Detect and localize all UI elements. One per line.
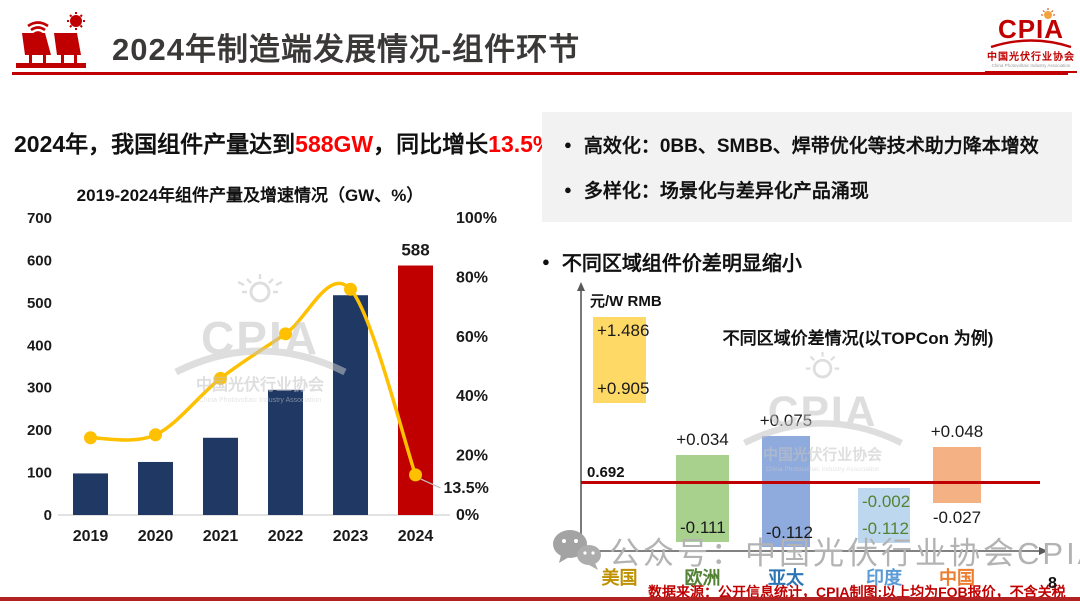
leader-line [420,478,441,489]
bullet-icon: ● [564,137,572,153]
bottom-red-strip [0,597,1080,601]
tech-bullets-box: ● 高效化：0BB、SMBB、焊带优化等技术助力降本增效 ● 多样化：场景化与差… [542,112,1072,222]
solar-panel-icon [16,12,86,68]
left-axis-tick: 0 [44,507,52,524]
region-label-美国: 美国 [601,568,638,588]
bullet-diversification: ● 多样化：场景化与差异化产品涌现 [542,176,1072,203]
growth-point-2021 [214,371,227,385]
x-label-2020: 2020 [138,528,174,545]
bullet-efficiency: ● 高效化：0BB、SMBB、焊带优化等技术助力降本增效 [542,131,1072,158]
price-diff-chart: 元/W RMB 不同区域价差情况(以TOPCon 为例) 0.692 +1.48… [540,280,1080,602]
right-axis-tick: 80% [456,269,488,286]
price-bar-美国 [593,317,646,403]
price-bottom-欧洲: -0.111 [680,518,726,537]
bar-2021 [203,437,238,515]
x-label-2024: 2024 [398,528,434,545]
left-axis-tick: 200 [27,422,52,439]
left-axis-tick: 300 [27,380,52,397]
cpia-logo-cn: 中国光伏行业协会 [987,52,1075,63]
price-chart-axes [577,282,1048,555]
growth-end-label: 13.5% [444,480,489,497]
growth-point-2023 [344,282,357,296]
headline: 2024年，我国组件产量达到588GW，同比增长13.5% [14,125,553,159]
price-axis-unit: 元/W RMB [590,293,662,310]
price-chart-title: 不同区域价差情况(以TOPCon 为例) [722,329,994,348]
baseline-value-label: 0.692 [587,464,625,481]
bar-2019 [73,473,108,515]
growth-point-2020 [149,428,162,442]
price-section-heading: ● 不同区域组件价差明显缩小 [542,247,802,276]
price-top-欧洲: +0.034 [676,430,729,449]
production-chart: 0 100 200 300 400 500 600 700 0% 20% 40% 60% 80% 100%… [27,210,497,545]
bullet-icon: ● [564,181,572,197]
region-label-欧洲: 欧洲 [684,568,721,588]
growth-point-2024 [409,468,422,482]
page-title: 2024年制造端发展情况-组件环节 [112,32,581,67]
cpia-logo-en: China Photovoltaic Industry Association [991,63,1071,68]
x-label-2022: 2022 [268,528,304,545]
x-label-2023: 2023 [333,528,369,545]
price-top-亚太: +0.075 [759,411,813,430]
price-bar-印度 [858,488,910,543]
production-chart-title: 2019-2024年组件产量及增速情况（GW、%） [76,186,424,205]
bar-value-label: 588 [401,241,429,260]
right-axis-tick: 100% [456,210,497,227]
bullet-diversification-text: 多样化：场景化与差异化产品涌现 [583,180,869,202]
headline-part1: 2024年，我国组件产量达到 [14,131,296,157]
x-label-2021: 2021 [203,528,239,545]
price-bar-欧洲 [676,455,729,542]
price-top-印度: -0.002 [862,492,911,511]
price-bottom-中国: -0.027 [932,508,982,527]
price-bar-中国 [933,447,981,503]
bullet-icon: ● [542,254,550,269]
page-number: 8 [1048,575,1057,592]
bar-2023 [333,295,368,515]
region-label-中国: 中国 [939,568,975,588]
left-axis-tick: 600 [27,252,52,269]
left-axis-tick: 700 [27,210,52,227]
price-bar-亚太 [762,436,810,547]
right-axis-tick: 60% [456,329,488,346]
headline-part2: ，同比增长 [373,131,489,157]
right-axis-tick: 40% [456,388,488,405]
x-label-2019: 2019 [73,528,109,545]
svg-text:CPIA: CPIA [998,14,1064,44]
data-source-note: 数据来源：公开信息统计，CPIA制图;以上均为FOB报价，不含关税 [648,584,1066,600]
region-label-印度: 印度 [866,568,902,588]
right-axis-tick: 20% [456,448,488,465]
baseline-line [581,481,1040,484]
header-divider [12,72,1068,75]
growth-point-2019 [84,431,97,445]
price-heading-text: 不同区域组件价差明显缩小 [561,253,802,275]
price-bottom-印度: -0.112 [862,519,909,538]
growth-point-2022 [279,327,292,341]
bar-2022 [268,389,303,515]
price-bottom-美国: +0.905 [597,379,650,398]
cpia-logo: CPIA 中国光伏行业协会 China Photovoltaic Industr… [985,8,1077,73]
cpia-logo-mark: CPIA [990,8,1072,49]
region-label-亚太: 亚太 [768,568,804,588]
bar-2020 [138,461,173,515]
bullet-efficiency-text: 高效化：0BB、SMBB、焊带优化等技术助力降本增效 [583,136,1039,158]
price-top-美国: +1.486 [597,321,650,340]
left-axis-tick: 400 [27,337,52,354]
left-axis-tick: 500 [27,295,52,312]
price-top-中国: +0.048 [930,422,984,441]
headline-value-production: 588GW [295,131,374,157]
left-axis-tick: 100 [27,465,52,482]
right-axis-tick: 0% [456,507,479,524]
price-bottom-亚太: -0.112 [766,523,813,542]
